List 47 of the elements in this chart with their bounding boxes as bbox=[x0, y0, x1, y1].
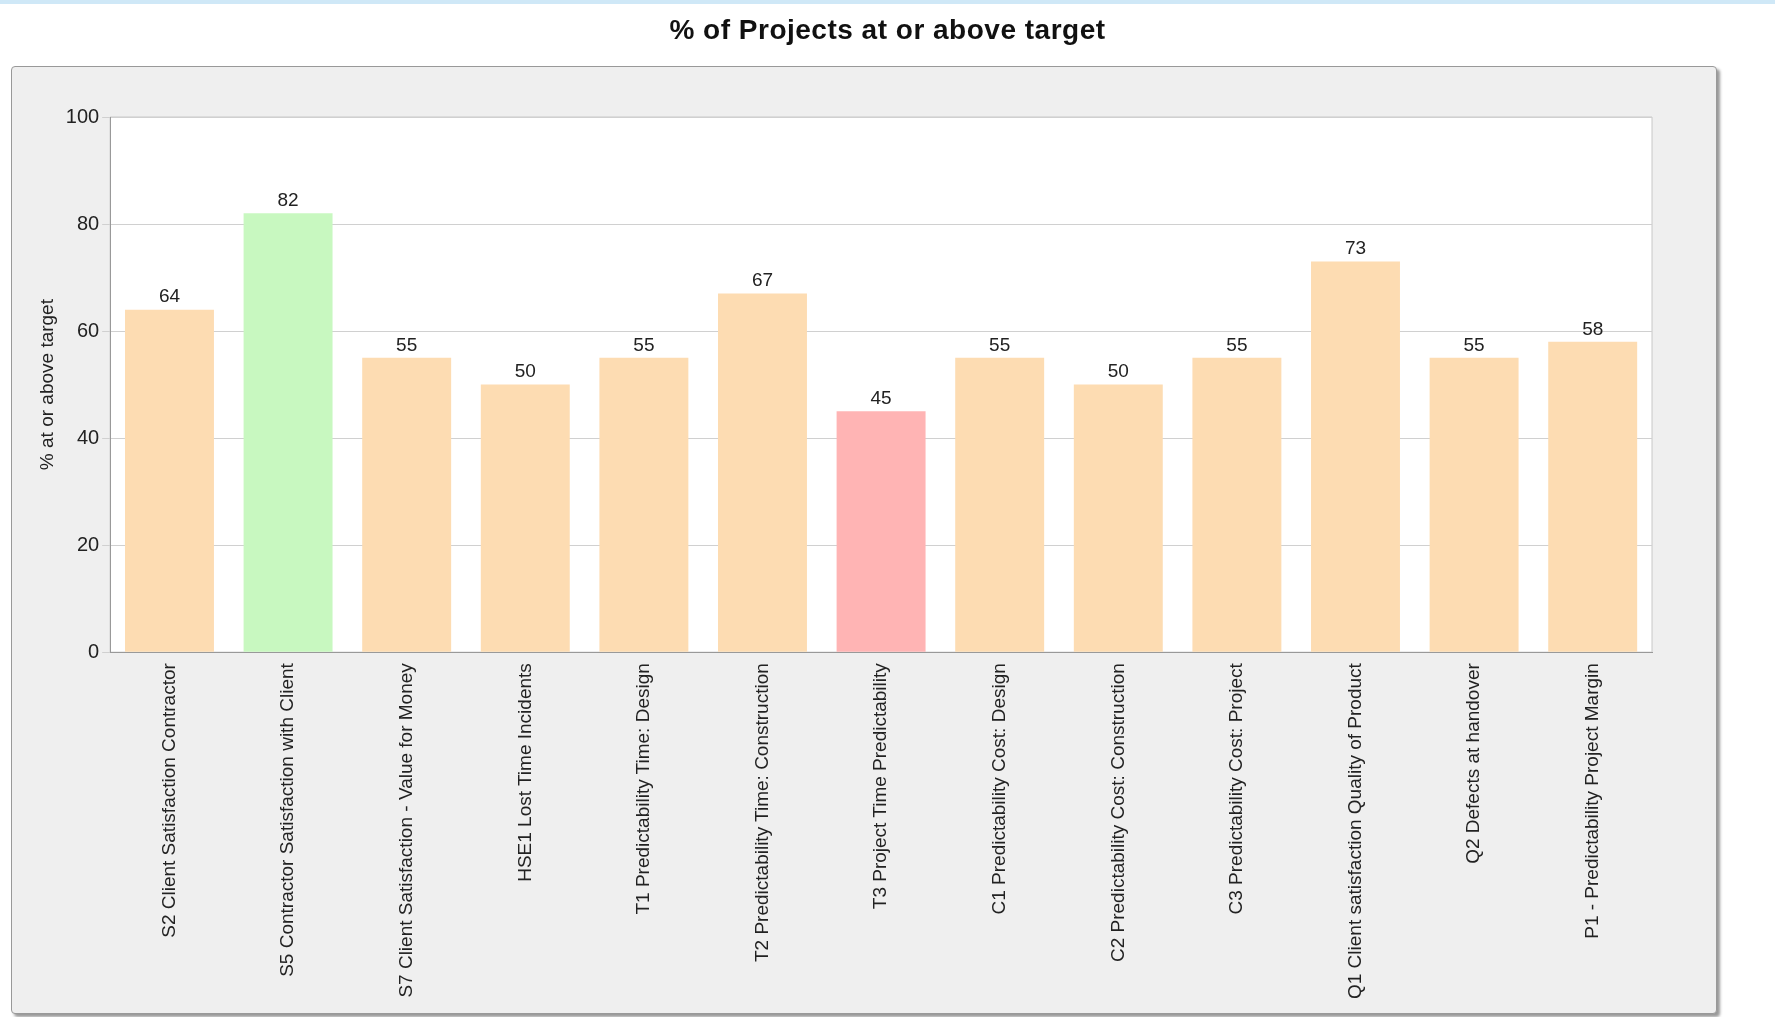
y-tick-label: 80 bbox=[76, 211, 100, 234]
data-label: 55 bbox=[396, 333, 418, 355]
data-label: 55 bbox=[633, 333, 655, 355]
data-label: 58 bbox=[1582, 317, 1604, 339]
y-tick-label: 60 bbox=[76, 318, 100, 341]
x-tick-label: T2 Predictability Time: Construction bbox=[750, 663, 772, 963]
x-tick-label: C3 Predictability Cost: Project bbox=[1225, 662, 1247, 915]
x-tick-label: C1 Predictability Cost: Design bbox=[987, 663, 1009, 915]
y-tick-label: 100 bbox=[65, 104, 100, 127]
bar bbox=[955, 357, 1045, 652]
y-axis-title: % at or above target bbox=[35, 298, 57, 471]
x-tick-label: T3 Project Time Predictability bbox=[869, 662, 891, 910]
bar bbox=[362, 357, 452, 652]
x-tick-label: S2 Client Satisfaction Contractor bbox=[157, 662, 179, 938]
data-label: 55 bbox=[989, 333, 1011, 355]
bar bbox=[124, 309, 214, 652]
data-label: 64 bbox=[158, 285, 181, 307]
data-label: 50 bbox=[514, 360, 536, 382]
data-label: 73 bbox=[1344, 237, 1367, 259]
y-tick-label: 20 bbox=[76, 532, 100, 555]
x-tick-label: T1 Predictability Time: Design bbox=[632, 663, 654, 915]
y-tick-label: 0 bbox=[88, 639, 100, 662]
data-label: 50 bbox=[1107, 360, 1129, 382]
x-tick-label: S5 Contractor Satisfaction with Client bbox=[276, 662, 298, 977]
bar bbox=[1073, 384, 1163, 652]
bar bbox=[1548, 341, 1638, 652]
x-tick-label: Q2 Defects at handover bbox=[1462, 662, 1484, 864]
bar bbox=[836, 411, 926, 652]
x-tick-label: HSE1 Lost Time Incidents bbox=[513, 663, 535, 882]
x-tick-label: C2 Predictability Cost: Construction bbox=[1106, 663, 1128, 963]
y-tick-label: 40 bbox=[76, 425, 100, 448]
bar bbox=[480, 384, 570, 652]
bar bbox=[599, 357, 689, 652]
data-label: 55 bbox=[1226, 333, 1248, 355]
x-tick-label: P1 - Predictability Project Margin bbox=[1580, 663, 1602, 939]
bar bbox=[1311, 261, 1400, 652]
bar bbox=[243, 213, 333, 652]
chart-title: % of Projects at or above target bbox=[668, 14, 1107, 46]
data-label: 67 bbox=[751, 269, 774, 291]
data-label: 55 bbox=[1463, 333, 1485, 355]
bar bbox=[718, 293, 807, 652]
x-tick-label: S7 Client Satisfaction - Value for Money bbox=[394, 662, 416, 998]
x-tick-label: Q1 Client satisfaction Quality of Product bbox=[1343, 662, 1365, 1000]
data-label: 45 bbox=[870, 387, 892, 409]
data-label: 82 bbox=[277, 189, 299, 211]
bar bbox=[1192, 357, 1282, 652]
bar bbox=[1429, 357, 1519, 652]
